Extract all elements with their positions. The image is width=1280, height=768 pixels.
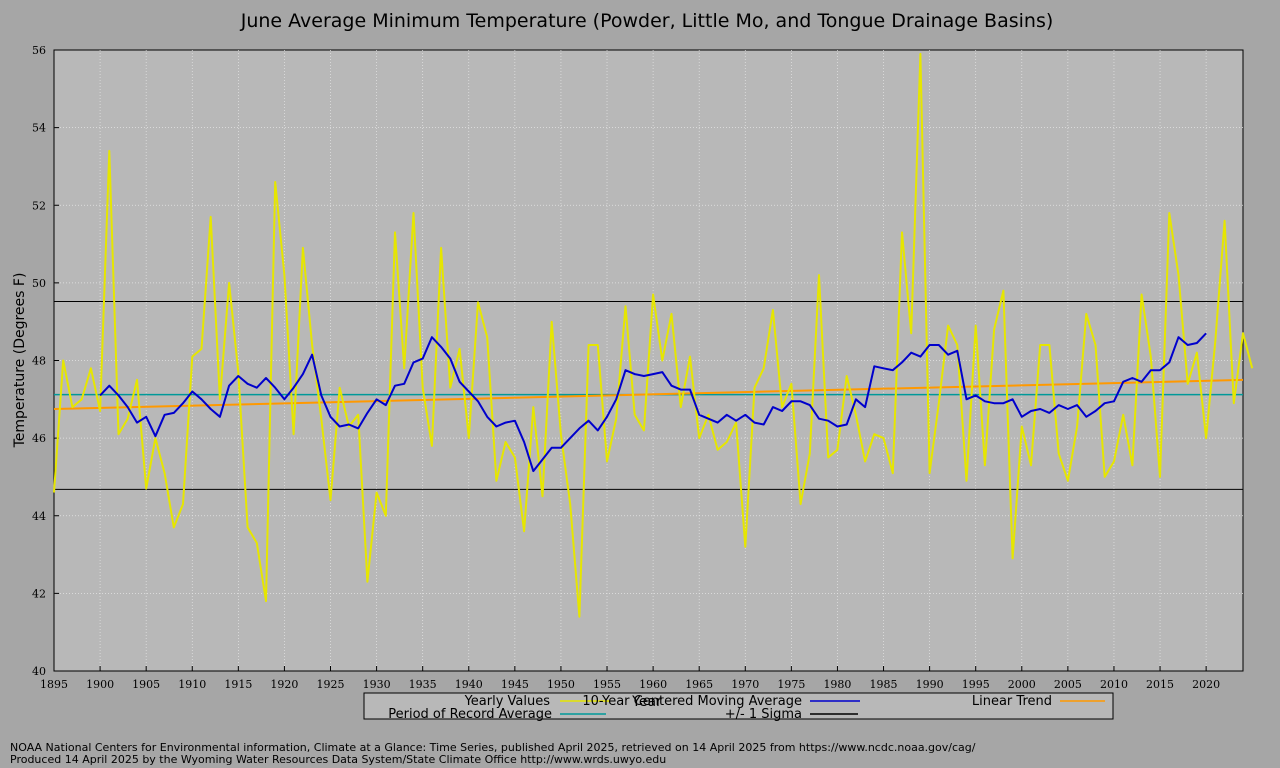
legend-label-yearly: Yearly Values: [464, 694, 551, 709]
y-tick-label: 52: [32, 199, 46, 212]
x-tick-label: 2015: [1146, 678, 1174, 691]
y-tick-label: 42: [32, 587, 46, 600]
x-tick-label: 1940: [455, 678, 483, 691]
x-tick-label: 1985: [870, 678, 898, 691]
x-tick-label: 1930: [363, 678, 391, 691]
x-tick-label: 1995: [962, 678, 990, 691]
legend-label-sigma: +/- 1 Sigma: [725, 707, 802, 722]
y-tick-labels: 40 42 44 46 48 50 52 54 56: [32, 44, 46, 678]
y-tick-label: 46: [32, 432, 46, 445]
x-tick-label: 1975: [777, 678, 805, 691]
series-layer: [53, 52, 1254, 618]
x-axis-label: Year: [631, 694, 662, 710]
x-tick-label: 1925: [317, 678, 345, 691]
x-tick-label: 1980: [823, 678, 851, 691]
x-tick-label: 1900: [86, 678, 114, 691]
x-tick-label: 1910: [178, 678, 206, 691]
legend-label-trend: Linear Trend: [972, 694, 1052, 709]
yearly-values-line: [53, 52, 1254, 618]
x-tick-label: 1990: [916, 678, 944, 691]
x-tick-label: 2000: [1008, 678, 1036, 691]
chart-title: June Average Minimum Temperature (Powder…: [240, 10, 1054, 32]
y-tick-label: 54: [32, 122, 46, 135]
footer-source: NOAA National Centers for Environmental …: [10, 741, 976, 754]
x-tick-label: 1945: [501, 678, 529, 691]
legend-label-por: Period of Record Average: [388, 707, 552, 722]
x-tick-labels: 1895 1900 1905 1910 1915 1920 1925 1930 1935 1940…: [40, 678, 1220, 691]
x-tick-label: 1920: [270, 678, 298, 691]
x-tick-label: 2020: [1192, 678, 1220, 691]
footer-produced: Produced 14 April 2025 by the Wyoming Wa…: [10, 753, 667, 766]
y-axis-label: Temperature (Degrees F): [12, 273, 28, 449]
moving-average-line: [99, 332, 1207, 473]
x-tick-label: 1960: [639, 678, 667, 691]
y-tick-label: 44: [32, 510, 46, 523]
legend-box: [363, 692, 1114, 720]
x-tick-label: 1955: [593, 678, 621, 691]
y-tick-label: 50: [32, 277, 46, 290]
x-tick-label: 1935: [409, 678, 437, 691]
x-tick-label: 1895: [40, 678, 68, 691]
x-tick-label: 1950: [547, 678, 575, 691]
y-tick-label: 48: [32, 355, 46, 368]
linear-trend-line: [53, 378, 1244, 411]
x-tick-label: 1905: [132, 678, 160, 691]
x-tick-label: 1970: [731, 678, 759, 691]
y-tick-label: 40: [32, 665, 46, 678]
y-tick-label: 56: [32, 44, 46, 57]
legend: Yearly Values 10-Year Centered Moving Av…: [388, 694, 1105, 722]
x-tick-label: 2005: [1054, 678, 1082, 691]
x-tick-label: 1915: [224, 678, 252, 691]
x-tick-label: 1965: [685, 678, 713, 691]
legend-label-moving: 10-Year Centered Moving Average: [582, 694, 802, 709]
x-tick-label: 2010: [1100, 678, 1128, 691]
